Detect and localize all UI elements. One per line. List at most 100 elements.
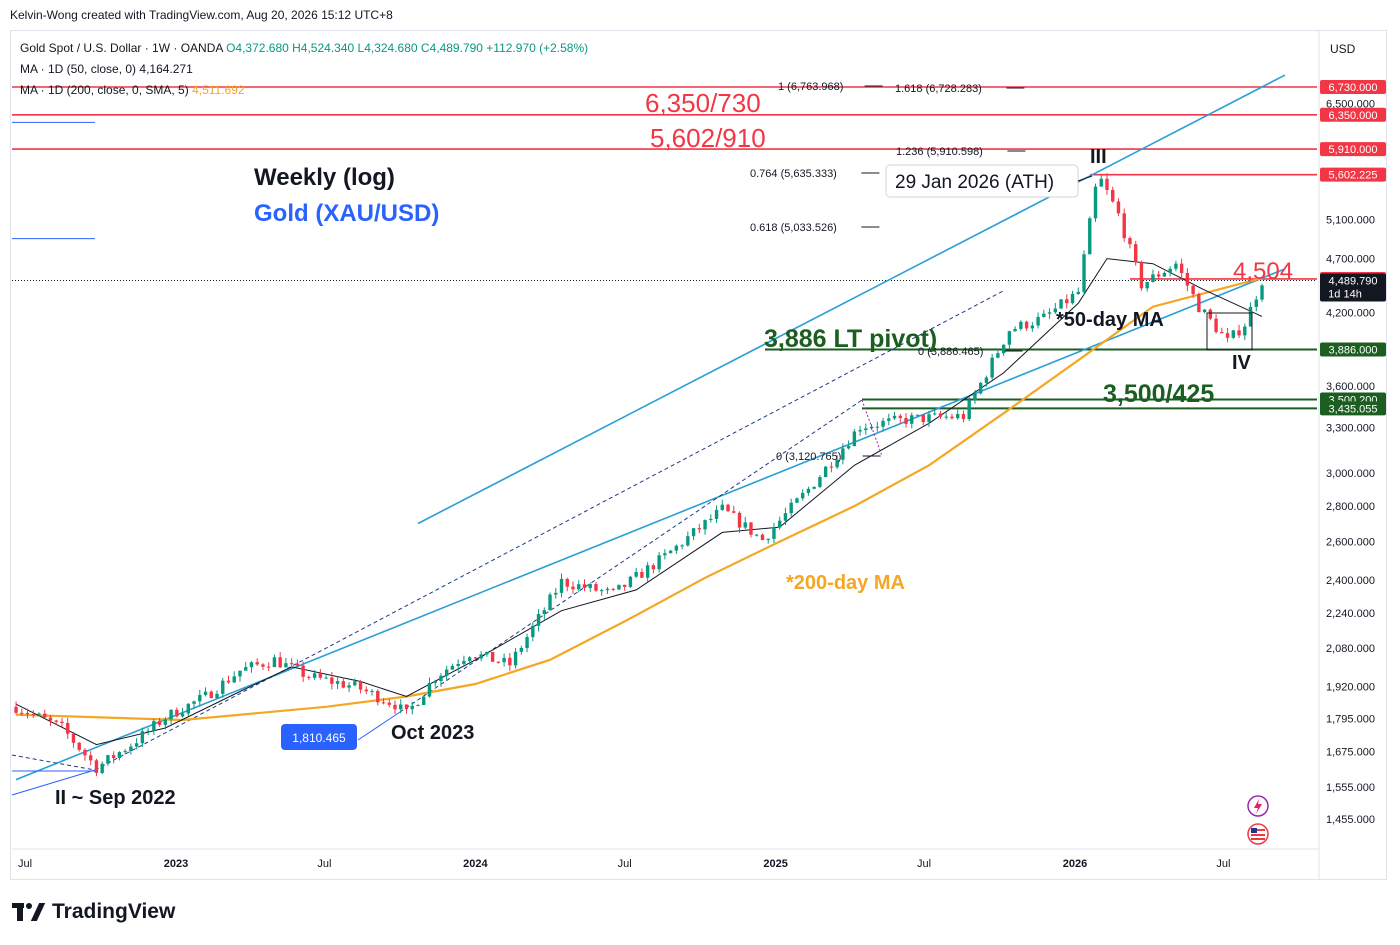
- ma200-line: [16, 277, 1263, 722]
- candle-body: [691, 528, 696, 537]
- candle-body: [94, 760, 99, 773]
- trend-line: [11, 769, 96, 796]
- candle-body: [663, 553, 667, 556]
- candle-body: [221, 680, 225, 694]
- y-tick-label: 6,500.000: [1326, 99, 1375, 111]
- fib-levels: 1 (6,763.968) 1.618 (6,728.283) 1.236 (5,9…: [750, 81, 1026, 463]
- candle-body: [1128, 238, 1132, 245]
- candle-body: [1093, 186, 1098, 219]
- candle-body: [726, 504, 730, 512]
- projection-dashed-line: [94, 289, 1006, 771]
- candle-body: [71, 733, 76, 743]
- candle-body: [1105, 178, 1109, 190]
- candle-body: [307, 676, 311, 678]
- candle-body: [611, 588, 615, 590]
- candle-body: [284, 663, 288, 668]
- candle-body: [37, 713, 41, 715]
- moving-averages: [15, 258, 1263, 746]
- candle-body: [892, 415, 897, 419]
- candle-body: [1122, 213, 1126, 239]
- candle-body: [1001, 344, 1006, 354]
- candle-body: [169, 709, 173, 720]
- candle-body: [1024, 321, 1029, 329]
- y-tick-label: 1,920.000: [1326, 681, 1375, 693]
- candle-body: [766, 538, 770, 540]
- candle-body: [904, 418, 908, 424]
- candle-body: [835, 459, 839, 468]
- y-tick-label: 2,800.000: [1326, 501, 1375, 513]
- candle-body: [255, 662, 259, 665]
- candle-body: [1208, 309, 1213, 319]
- candle-body: [496, 661, 501, 663]
- candle-body: [473, 657, 478, 659]
- candle-body: [232, 676, 236, 683]
- candle-body: [358, 681, 363, 690]
- price-tag-green: [1320, 401, 1386, 416]
- candle-body: [364, 689, 368, 692]
- candle-body: [559, 578, 564, 593]
- candle-body: [289, 663, 294, 665]
- annotation-pivot: 3,886 LT pivot): [764, 325, 937, 353]
- candle-body: [180, 713, 185, 717]
- candle-body: [393, 704, 397, 710]
- candle-body: [858, 430, 862, 432]
- candle-body: [467, 657, 472, 661]
- candle-body: [1151, 274, 1155, 283]
- candle-body: [841, 448, 845, 460]
- candle-body: [651, 565, 656, 570]
- candle-body: [622, 584, 627, 587]
- candle-body: [686, 536, 690, 546]
- price-tag-text: 3,886.000: [1329, 344, 1378, 356]
- candle-body: [755, 534, 759, 536]
- candle-body: [60, 721, 64, 724]
- candle-body: [829, 466, 834, 468]
- candle-body: [370, 691, 374, 693]
- candle-body: [1220, 331, 1224, 334]
- us-flag-stripe: [1251, 838, 1265, 840]
- legend: Gold Spot / U.S. Dollar · 1W · OANDA O4,…: [20, 38, 588, 101]
- candle-body: [134, 743, 139, 747]
- candle-body: [818, 477, 822, 487]
- candle-body: [226, 680, 231, 683]
- price-tag-text: 6,730.000: [1329, 82, 1378, 94]
- candle-body: [927, 414, 931, 423]
- candle-body: [1076, 291, 1080, 294]
- candle-body: [806, 488, 811, 493]
- y-tick-label: 1,555.000: [1326, 782, 1375, 794]
- candle-body: [961, 414, 966, 420]
- candle-body: [1260, 285, 1264, 300]
- candle-body: [1191, 285, 1195, 295]
- candle-body: [582, 584, 587, 588]
- annotation-subtitle: Gold (XAU/USD): [254, 200, 439, 227]
- candle-body: [1225, 333, 1230, 338]
- candle-body: [129, 746, 133, 752]
- price-tag-red: [1320, 167, 1386, 182]
- candle-body: [789, 502, 793, 514]
- candle-body: [140, 731, 145, 744]
- channel-upper-line: [417, 74, 1286, 525]
- candle-body: [1237, 330, 1241, 336]
- candle-body: [1133, 244, 1138, 263]
- annotations: Weekly (log) Gold (XAU/USD) 6,350/730 5,602…: [55, 88, 1293, 845]
- price-axis: 6,500.0005,900.0005,100.0004,700.0004,20…: [1318, 31, 1386, 879]
- candle-body: [117, 752, 122, 759]
- candle-body: [1202, 309, 1207, 313]
- candle-body: [732, 511, 736, 513]
- candle-body: [295, 663, 300, 666]
- currency-label[interactable]: USD: [1330, 42, 1356, 56]
- countdown-text: 1d 14h: [1328, 288, 1362, 300]
- candle-body: [25, 712, 30, 715]
- candle-body: [88, 755, 93, 761]
- candle-body: [261, 664, 265, 667]
- ath-callout-pointer: [1077, 175, 1093, 182]
- candle-body: [536, 614, 541, 626]
- us-flag-icon: [1247, 823, 1269, 845]
- candle-body: [778, 520, 782, 528]
- legend-symbol: Gold Spot / U.S. Dollar · 1W · OANDA: [20, 41, 223, 55]
- annotation-wave-ii: II ~ Sep 2022: [55, 787, 176, 809]
- y-tick-label: 1,795.000: [1326, 714, 1375, 726]
- tradingview-logo[interactable]: TradingView: [12, 900, 175, 924]
- x-tick-label: Jul: [917, 858, 931, 870]
- candle-body: [1214, 318, 1218, 332]
